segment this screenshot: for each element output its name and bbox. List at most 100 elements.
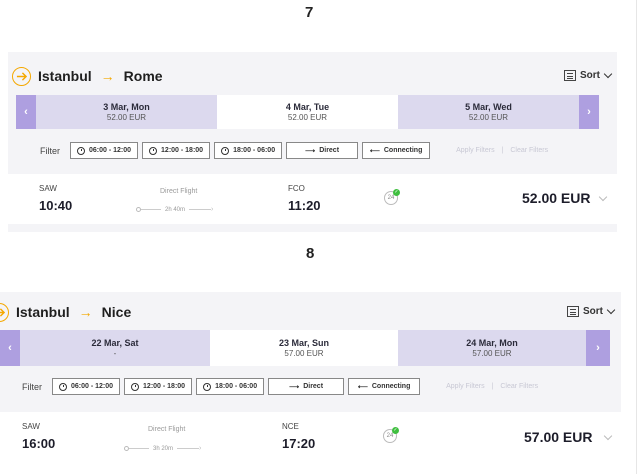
filter-connecting-chip[interactable]: ⟵ Connecting	[362, 142, 431, 159]
expand-chevron-icon[interactable]	[603, 431, 613, 441]
sort-button[interactable]: Sort	[564, 69, 613, 81]
chevron-down-icon	[603, 69, 613, 79]
filter-label: Filter	[22, 381, 42, 392]
chevron-down-icon	[606, 305, 616, 315]
badge-text: 24	[386, 433, 394, 439]
clock-icon	[203, 382, 212, 391]
day-option[interactable]: 5 Mar, Wed 52.00 EUR	[398, 95, 579, 129]
filter-direct-chip[interactable]: ⟶ Direct	[268, 378, 345, 395]
sort-icon	[564, 70, 576, 81]
apply-filters-button[interactable]: Apply Filters	[446, 383, 485, 390]
next-day-button[interactable]: ›	[586, 330, 610, 366]
step-number: 8	[306, 245, 315, 262]
day-option[interactable]: 24 Mar, Mon 57.00 EUR	[398, 330, 586, 366]
flight-result-row[interactable]: SAW 10:40 Direct Flight 2h 40m › FCO 11:…	[8, 174, 617, 224]
arrival-airport: NCE	[282, 422, 299, 431]
chip-label: Connecting	[383, 147, 423, 154]
flight-type: Direct Flight	[160, 188, 198, 195]
arrow-right-icon: ⟶	[305, 147, 316, 155]
date-selector: ‹ 22 Mar, Sat - 23 Mar, Sun 57.00 EUR 24…	[0, 330, 610, 366]
step-number: 7	[305, 4, 314, 21]
sort-label: Sort	[583, 306, 603, 317]
filter-afternoon-chip[interactable]: 12:00 - 18:00	[124, 378, 193, 395]
expand-chevron-icon[interactable]	[598, 192, 608, 202]
plane-icon	[0, 302, 9, 322]
filter-afternoon-chip[interactable]: 12:00 - 18:00	[142, 142, 211, 159]
chip-label: 06:00 - 12:00	[89, 147, 132, 154]
day-price: 52.00 EUR	[287, 113, 328, 122]
chip-label: Connecting	[371, 383, 411, 390]
clear-filters-button[interactable]: Clear Filters	[510, 147, 549, 154]
day-date: 3 Mar, Mon	[103, 102, 150, 112]
arrow-right-icon: ⟶	[289, 383, 300, 391]
chip-label: 12:00 - 18:00	[143, 383, 186, 390]
departure-time: 16:00	[22, 436, 56, 451]
arrow-left-icon: ⟵	[357, 383, 368, 391]
duration-label: 2h 40m	[165, 206, 186, 213]
next-day-button[interactable]: ›	[579, 95, 599, 129]
filter-actions: Apply Filters | Clear Filters	[446, 383, 538, 390]
clock-icon	[59, 382, 67, 391]
clock-icon	[149, 146, 158, 155]
destination-city: Nice	[101, 304, 132, 320]
route-header: Istanbul → Rome	[12, 63, 163, 89]
chip-label: 18:00 - 06:00	[233, 147, 276, 154]
day-option-selected[interactable]: 4 Mar, Tue 52.00 EUR	[217, 95, 398, 129]
day-option[interactable]: 22 Mar, Sat -	[20, 330, 210, 366]
prev-day-button[interactable]: ‹	[16, 95, 36, 129]
arrival-airport: FCO	[288, 184, 305, 193]
apply-filters-button[interactable]: Apply Filters	[456, 147, 495, 154]
filter-bar: Filter 06:00 - 12:00 12:00 - 18:00 18:00…	[40, 142, 548, 159]
flight-panel-rome: Istanbul → Rome Sort ‹ 3 Mar, Mon 52.00 …	[8, 52, 617, 232]
day-date: 5 Mar, Wed	[465, 102, 512, 112]
filter-actions: Apply Filters | Clear Filters	[456, 147, 548, 154]
filter-morning-chip[interactable]: 06:00 - 12:00	[70, 142, 139, 159]
flight-panel-nice: Istanbul → Nice Sort ‹ 22 Mar, Sat - 23 …	[0, 292, 621, 472]
filter-connecting-chip[interactable]: ⟵ Connecting	[348, 378, 421, 395]
day-option-selected[interactable]: 23 Mar, Sun 57.00 EUR	[210, 330, 398, 366]
day-date: 22 Mar, Sat	[91, 338, 139, 348]
24h-check-icon: 24 ✓	[384, 189, 400, 205]
plane-icon	[12, 66, 31, 86]
prev-day-button[interactable]: ‹	[0, 330, 20, 366]
arrow-left-icon: ⟵	[369, 147, 380, 155]
filter-evening-chip[interactable]: 18:00 - 06:00	[196, 378, 265, 395]
flight-result-row[interactable]: SAW 16:00 Direct Flight 3h 20m › NCE 17:…	[0, 412, 621, 472]
sort-label: Sort	[580, 70, 600, 81]
arrival-time: 17:20	[282, 436, 316, 451]
chip-label: Direct	[319, 147, 340, 154]
day-date: 24 Mar, Mon	[466, 338, 518, 348]
day-price: 57.00 EUR	[284, 349, 324, 358]
origin-city: Istanbul	[38, 68, 92, 84]
filter-direct-chip[interactable]: ⟶ Direct	[286, 142, 359, 159]
sort-button[interactable]: Sort	[567, 305, 616, 317]
departure-time: 10:40	[39, 198, 73, 213]
flight-price: 52.00 EUR	[522, 190, 591, 206]
day-price: 52.00 EUR	[468, 113, 509, 122]
filter-evening-chip[interactable]: 18:00 - 06:00	[214, 142, 283, 159]
filter-separator: |	[501, 147, 504, 154]
day-price: 52.00 EUR	[106, 113, 147, 122]
badge-text: 24	[387, 195, 395, 201]
chip-label: 18:00 - 06:00	[215, 383, 258, 390]
clock-icon	[77, 146, 85, 155]
filter-label: Filter	[40, 145, 60, 156]
24h-check-icon: 24 ✓	[383, 427, 399, 443]
chip-label: Direct	[303, 383, 324, 390]
day-price: -	[113, 349, 117, 358]
filter-separator: |	[491, 383, 494, 390]
clear-filters-button[interactable]: Clear Filters	[500, 383, 539, 390]
filter-bar: Filter 06:00 - 12:00 12:00 - 18:00 18:00…	[22, 378, 538, 395]
chip-label: 06:00 - 12:00	[71, 383, 114, 390]
filter-morning-chip[interactable]: 06:00 - 12:00	[52, 378, 121, 395]
day-option[interactable]: 3 Mar, Mon 52.00 EUR	[36, 95, 217, 129]
clock-icon	[131, 382, 140, 391]
chip-label: 12:00 - 18:00	[161, 147, 204, 154]
departure-airport: SAW	[22, 422, 40, 431]
page-divider	[636, 0, 637, 474]
sort-icon	[567, 306, 579, 317]
day-date: 23 Mar, Sun	[278, 338, 330, 348]
duration-label: 3h 20m	[153, 445, 174, 452]
departure-airport: SAW	[39, 184, 57, 193]
clock-icon	[221, 146, 230, 155]
